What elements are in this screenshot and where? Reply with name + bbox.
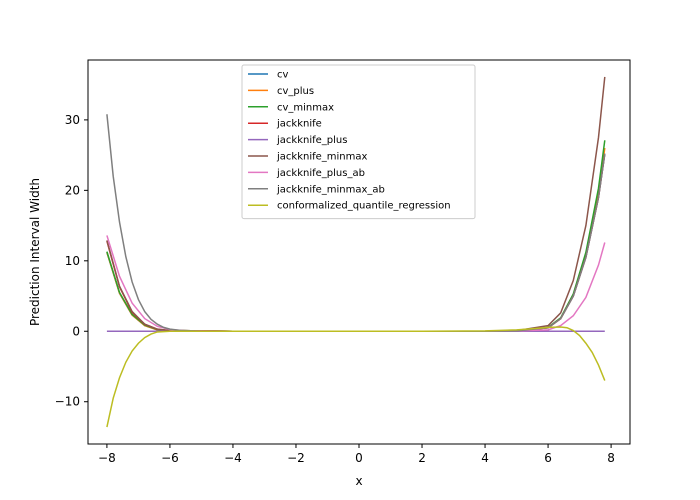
x-tick-label: 0 (355, 451, 363, 465)
legend-label-cv-minmax: cv_minmax (277, 102, 334, 113)
legend-label-jackknife: jackknife (276, 119, 322, 130)
legend-label-jackknife-minmax-ab: jackknife_minmax_ab (276, 184, 385, 195)
legend-label-jackknife-minmax: jackknife_minmax (276, 152, 368, 163)
legend: cv cv_plus cv_minmax jackknife jackknife_plu… (241, 64, 476, 220)
legend-label-conformalized-quantile-regression: conformalized_quantile_regression (277, 201, 451, 212)
series-layer (106, 76, 606, 428)
x-tick-label: −2 (287, 451, 305, 465)
x-tick-label: 8 (607, 451, 615, 465)
y-tick-label: −10 (55, 395, 80, 409)
y-axis: −10 0 10 20 30 (55, 113, 88, 409)
x-tick-label: −8 (98, 451, 116, 465)
x-tick-label: 2 (418, 451, 426, 465)
y-tick-label: 20 (65, 183, 80, 197)
legend-label-cv: cv (277, 70, 288, 81)
x-tick-label: −6 (161, 451, 179, 465)
x-tick-label: −4 (224, 451, 242, 465)
x-axis: −8 −6 −4 −2 0 2 4 6 8 (98, 444, 615, 465)
x-tick-label: 4 (481, 451, 489, 465)
y-tick-label: 0 (72, 324, 80, 338)
x-axis-label: x (355, 474, 362, 488)
legend-label-jackknife-plus: jackknife_plus (276, 135, 347, 146)
legend-label-cv-plus: cv_plus (277, 86, 314, 97)
series-line-conformalized-quantile-regression (106, 326, 606, 428)
y-axis-label: Prediction Interval Width (28, 178, 42, 326)
y-tick-label: 10 (65, 254, 80, 268)
legend-label-jackknife-plus-ab: jackknife_plus_ab (276, 168, 365, 179)
legend-box (241, 64, 476, 220)
x-tick-label: 6 (544, 451, 552, 465)
y-tick-label: 30 (65, 113, 80, 127)
